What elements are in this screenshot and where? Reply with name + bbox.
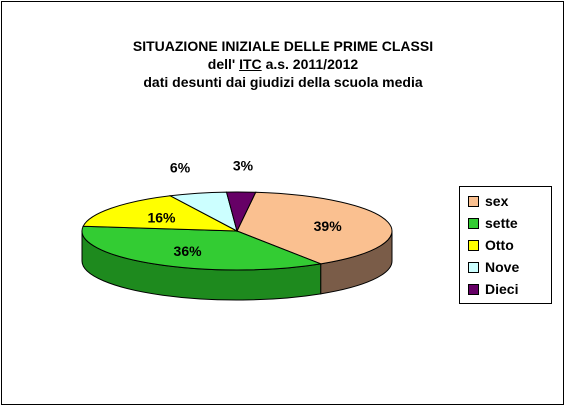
chart-title-line2: dell' ITC a.s. 2011/2012 — [0, 56, 566, 73]
chart-title-line1: SITUAZIONE INIZIALE DELLE PRIME CLASSI — [132, 38, 434, 54]
legend-swatch-sex — [468, 195, 479, 207]
pie-slice-sette — [81, 225, 323, 271]
title-itc: ITC — [239, 56, 262, 72]
legend-label-dieci: Dieci — [485, 281, 519, 297]
legend-swatch-otto — [468, 239, 479, 251]
pie-slice-dieci — [225, 191, 257, 233]
pie-label-sex: 39% — [314, 218, 343, 234]
title-prefix: dell' — [207, 56, 236, 72]
legend-item-sex: sex — [468, 191, 508, 211]
legend-swatch-nove — [468, 261, 479, 273]
pie-label-otto: 16% — [147, 209, 176, 225]
legend-item-nove: Nove — [468, 257, 519, 277]
legend-item-otto: Otto — [468, 235, 514, 255]
legend: sex sette Otto Nove Dieci — [459, 186, 552, 304]
chart-title-line3: dati desunti dai giudizi della scuola me… — [143, 74, 423, 90]
pie-label-sette: 36% — [174, 243, 203, 259]
legend-item-sette: sette — [468, 213, 518, 233]
title-year: a.s. 2011/2012 — [265, 56, 359, 72]
pie-label-dieci: 3% — [233, 157, 254, 173]
legend-swatch-dieci — [468, 283, 479, 295]
legend-label-sex: sex — [485, 193, 509, 209]
pie-label-nove: 6% — [170, 159, 191, 175]
legend-item-dieci: Dieci — [468, 279, 518, 299]
legend-label-otto: Otto — [485, 237, 514, 253]
legend-label-sette: sette — [485, 215, 518, 231]
legend-label-nove: Nove — [485, 259, 520, 275]
pie-slice-otto — [82, 195, 238, 232]
legend-swatch-sette — [468, 217, 479, 229]
